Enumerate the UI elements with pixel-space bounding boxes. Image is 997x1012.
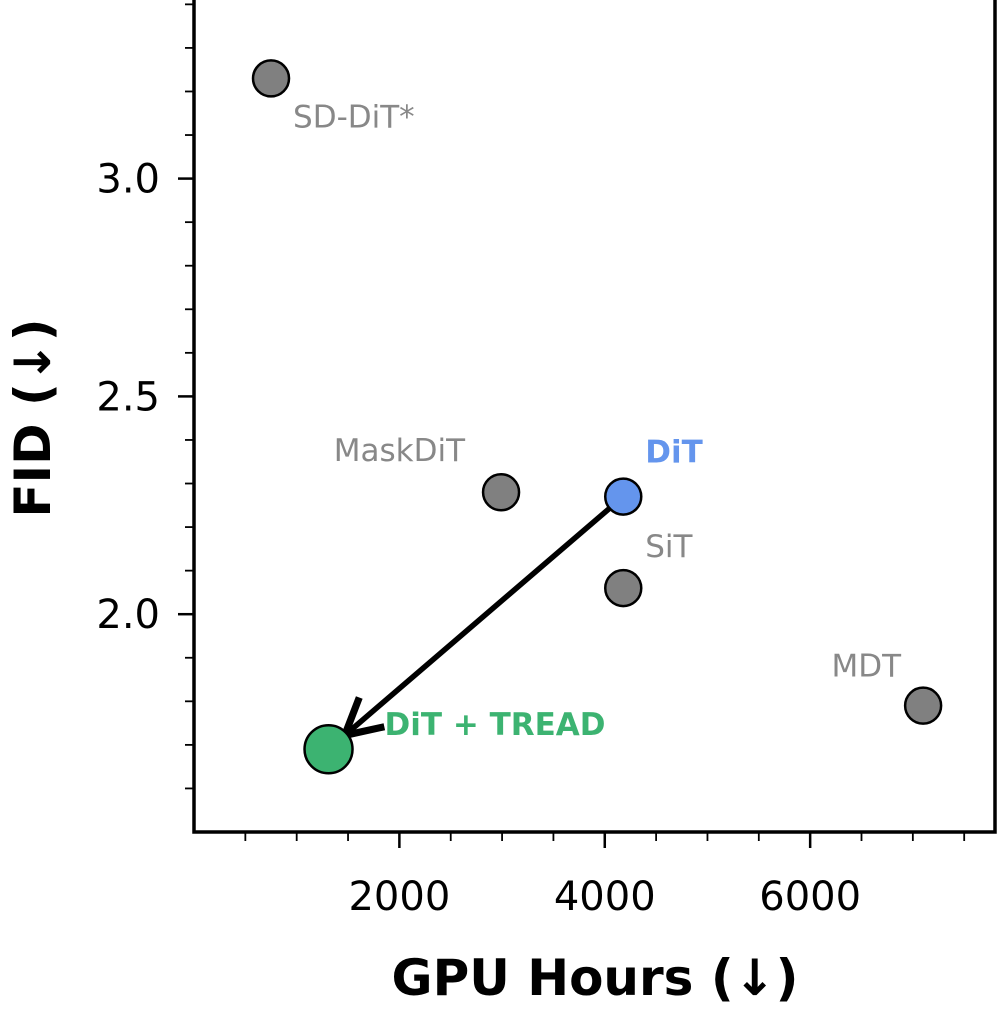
y-axis-title: FID (↓) [4,318,62,517]
y-tick-label: 2.5 [96,374,160,420]
x-tick-label: 4000 [554,874,656,920]
data-point-dit [604,477,643,516]
x-tick-label: 6000 [759,874,861,920]
point-label-mdt: MDT [832,649,903,685]
x-axis-title: GPU Hours (↓) [392,949,799,1007]
axes: 2000 4000 6000 2.0 2.5 3.0 [96,0,997,920]
point-label-dit-tread: DiT + TREAD [385,707,606,743]
x-tick-label: 2000 [348,874,450,920]
improvement-arrow [338,502,616,741]
point-label-dit: DiT [645,435,703,471]
data-point-dit-tread [303,723,354,775]
point-label-sd-dit: SD-DiT* [293,99,415,135]
y-tick-label: 3.0 [96,157,160,203]
data-points [251,59,943,775]
data-point-sd-dit [251,59,291,98]
data-point-mdt [903,686,943,725]
data-point-maskdit [481,472,521,512]
point-labels: SD-DiT* MaskDiT DiT SiT MDT DiT + TREAD [293,99,902,743]
point-label-sit: SiT [645,529,693,565]
data-point-sit [604,568,643,608]
y-tick-label: 2.0 [96,592,160,638]
plot-frame [192,0,997,834]
arrow-layer [338,502,616,741]
point-label-maskdit: MaskDiT [334,433,466,469]
